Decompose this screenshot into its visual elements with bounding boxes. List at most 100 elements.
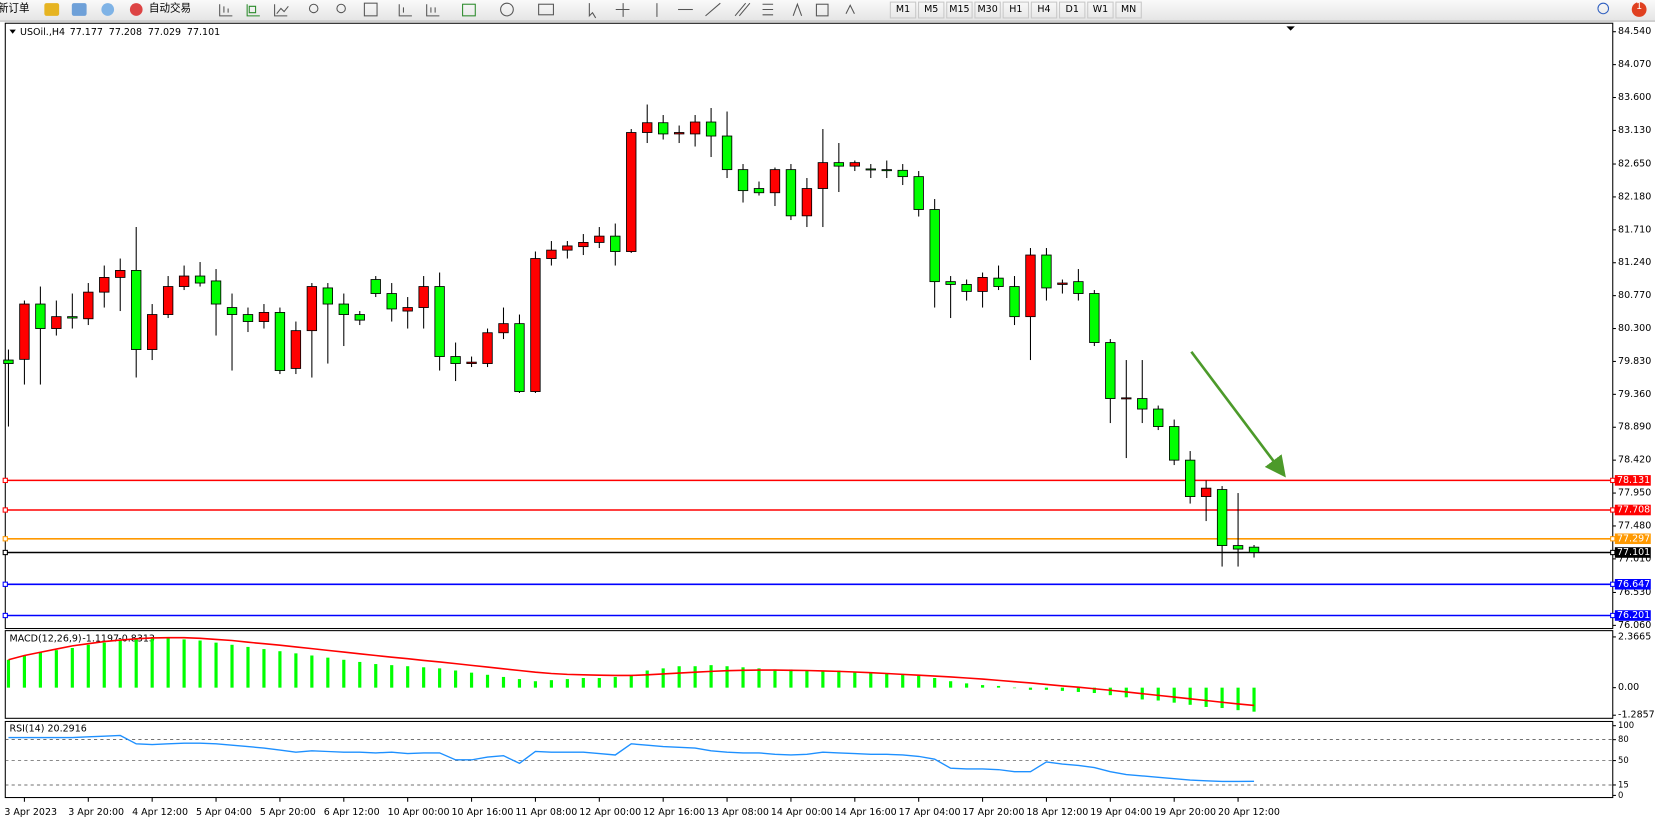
label-icon[interactable] [815,3,829,17]
cursor-icon[interactable] [588,3,597,19]
candle-body [961,284,972,292]
candle-body [258,312,270,322]
icon[interactable] [101,3,115,16]
macd-bar [422,667,426,688]
x-tick-label: 10 Apr 00:00 [388,807,450,818]
icon[interactable] [44,3,60,16]
timeframe-button[interactable] [1002,1,1030,19]
timeframe-button[interactable] [1115,1,1142,19]
timeframe-button[interactable] [1087,1,1114,19]
y-tick-label: 78.420 [1618,455,1651,466]
macd-bar [501,676,506,688]
candle-body [370,279,381,294]
y-tick-label: 82.180 [1618,191,1651,202]
template-icon[interactable] [538,3,554,16]
header-price: 77.101 [187,27,220,38]
macd-bar [198,640,202,688]
toolbar-icons[interactable] [219,2,855,19]
zoom-in-icon[interactable] [308,3,319,14]
timeframe-button[interactable] [974,1,1001,19]
indicator-icon[interactable] [462,3,476,17]
bar-chart-icon[interactable] [219,4,233,17]
candle-body [881,169,892,172]
y-tick-label: 15 [1618,779,1629,789]
macd-bar [469,672,474,688]
notification-count[interactable]: 1 [1636,1,1642,12]
timeframe-label[interactable]: H1 [1009,4,1022,15]
y-tick-label: 79.830 [1618,356,1651,367]
macd-bar [1092,687,1096,694]
timeframe-button[interactable] [889,1,917,19]
price-level-label-bg [1614,610,1651,621]
candle-body [386,293,397,310]
auto-trading-label[interactable]: 自动交易 [149,1,191,14]
trendline-icon[interactable] [705,2,721,17]
candle-body [1025,254,1036,318]
timeframe-label[interactable]: MN [1121,4,1136,15]
macd-bar [1172,687,1176,703]
macd-bar [294,653,298,688]
price-level-label-bg [1614,578,1651,590]
fibo-icon[interactable] [762,3,774,16]
macd-bar [517,679,522,688]
timeframe-label[interactable]: H4 [1037,4,1050,15]
text-icon[interactable] [792,2,803,17]
toolbar-button[interactable]: 新订单 [0,1,30,14]
macd-bar [6,659,11,688]
macd-bar [565,679,569,688]
macd-bar [901,674,905,688]
candle-body [658,122,669,135]
line-icon[interactable] [274,4,289,17]
timeframe-label[interactable]: D1 [1066,4,1079,15]
icon[interactable] [71,3,87,16]
timeframe-label[interactable]: M30 [977,4,997,15]
level-handle [2,507,8,513]
price-level-label: 76.647 [1617,579,1650,590]
timeframe-label[interactable]: W1 [1093,4,1108,15]
candle-body [913,176,924,210]
panel-menu-marker [9,29,16,34]
candle-body [849,162,860,167]
timeframe-button[interactable] [918,1,945,19]
timeframe-button[interactable] [946,1,973,19]
candle-body [146,314,158,350]
macd-bar [709,665,713,688]
crosshair-icon[interactable] [615,3,630,17]
candle-body [642,122,653,133]
candle-body [402,307,413,312]
macd-bar [853,671,857,688]
period-icon[interactable] [500,2,514,17]
timeframe-button[interactable] [1059,1,1086,19]
y-tick-label: 81.710 [1618,224,1651,235]
timeframe-label[interactable]: M5 [924,4,938,15]
candle-body [689,121,701,135]
candle-body [1248,546,1260,553]
shift-marker [1286,26,1295,31]
new-order-label[interactable]: 新订单 [0,1,30,14]
x-tick-label: 13 Apr 08:00 [707,807,769,818]
indicator-value: -1.1197 [82,634,119,645]
header-price: 77.029 [148,27,181,38]
tile-icon[interactable] [363,2,378,17]
notification-badge[interactable] [1631,2,1647,17]
auto-trading-icon[interactable] [129,3,143,16]
timeframe-label[interactable]: M1 [896,4,910,15]
channel-icon[interactable] [734,2,751,17]
shift-icon[interactable] [426,4,440,17]
candle-body [274,312,286,371]
candle-icon[interactable] [246,4,260,17]
macd-bar [1076,687,1080,692]
level-handle [1610,581,1616,587]
timeframe-button[interactable] [1030,1,1058,19]
search-icon[interactable] [1597,2,1610,15]
scroll-icon[interactable] [398,4,412,17]
zoom-out-icon[interactable] [336,3,346,14]
candle-body [338,303,349,315]
arrow-icon[interactable] [845,4,855,14]
candle-body [1009,286,1020,318]
candle-body [610,235,621,252]
candle-body [897,169,908,178]
level-handle [1610,612,1616,619]
timeframe-label[interactable]: M15 [949,4,969,15]
y-tick-label: 50 [1618,755,1629,765]
